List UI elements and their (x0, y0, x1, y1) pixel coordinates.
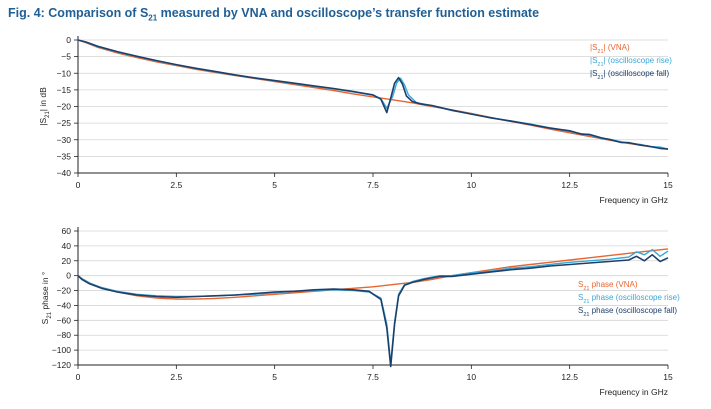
chart2-xtick-label: 10 (467, 372, 477, 382)
chart2-legend-sub: 21 (583, 299, 589, 305)
chart2-legend-sub: 21 (583, 312, 589, 318)
chart1-legend-sub: 21 (597, 49, 603, 55)
chart2-series-vna-line (77, 248, 669, 300)
chart1-ylabel-sub: 21 (45, 111, 51, 118)
chart2-legend-text: S (578, 306, 583, 315)
chart1-ytick-label: −5 (61, 52, 71, 62)
chart1-legend-sub: 21 (597, 62, 603, 68)
chart2-ytick-label: −40 (57, 300, 72, 310)
chart2-xtick-label: 15 (663, 372, 673, 382)
chart1-series-vna-line (77, 39, 669, 150)
chart2-ylabel-part: S (40, 318, 50, 324)
chart1-legend-rise: |S21| (oscilloscope rise) (590, 56, 672, 68)
chart2-ylabel-part: phase in ° (40, 272, 50, 312)
chart1-legend-text: | (VNA) (604, 43, 630, 52)
chart2-ytick-label: −80 (57, 330, 72, 340)
chart2-ytick-label: 40 (62, 241, 72, 251)
chart2-legend-text: S (578, 280, 583, 289)
chart1-legend-text: |S (590, 56, 597, 65)
chart2-legend-sub: 21 (583, 286, 589, 292)
title-suffix: measured by VNA and oscilloscope’s trans… (157, 6, 540, 20)
chart2-y-axis-label: S21 phase in ° (40, 272, 53, 325)
chart2-xtick-label: 7.5 (367, 372, 379, 382)
title-prefix: Fig. 4: Comparison of S (8, 6, 149, 20)
chart1-ytick-label: −15 (57, 85, 72, 95)
chart1-ylabel-part: |S (38, 118, 48, 126)
chart2-xtick-label: 12.5 (561, 372, 578, 382)
chart1-xtick-label: 10 (467, 180, 477, 190)
chart1-ytick-label: −20 (57, 102, 72, 112)
chart1-legend-text: | (oscilloscope rise) (604, 56, 673, 65)
chart2-x-axis-label: Frequency in GHz (600, 387, 669, 397)
chart1-y-axis-label: |S21| in dB (38, 87, 51, 126)
title-subscript: 21 (148, 13, 158, 23)
chart1-ytick-label: −30 (57, 135, 72, 145)
chart2-ytick-label: −60 (57, 315, 72, 325)
chart2-series-fall-line (77, 254, 669, 368)
chart1-legend-text: |S (590, 43, 597, 52)
chart1-x-axis-label: Frequency in GHz (600, 195, 669, 205)
chart2-ytick-label: −20 (57, 286, 72, 296)
chart1-ytick-label: −35 (57, 151, 72, 161)
chart2-xtick-label: 2.5 (170, 372, 182, 382)
chart2-legend-rise: S21 phase (oscilloscope rise) (578, 293, 680, 305)
chart2-ytick-label: 0 (66, 271, 71, 281)
chart2-ytick-label: −120 (52, 360, 71, 370)
chart1-xtick-label: 7.5 (367, 180, 379, 190)
chart1-ytick-label: −40 (57, 168, 72, 178)
chart2-group: 60 40 20 0 −20 −40 −60 −80 −100 −120 0 2.5 5 7.5 10 12.… (40, 226, 680, 397)
chart2-ytick-label: 60 (62, 226, 72, 236)
chart1-xtick-label: 0 (76, 180, 81, 190)
chart2-legend-vna: S21 phase (VNA) (578, 280, 638, 292)
figure-title: Fig. 4: Comparison of S21 measured by VN… (8, 6, 539, 23)
chart1-series-fall-line (77, 39, 669, 150)
chart1-ytick-label: −25 (57, 118, 72, 128)
chart2-legend-text: phase (VNA) (589, 280, 637, 289)
chart2-legend-fall: S21 phase (oscilloscope fall) (578, 306, 677, 318)
chart1-xtick-label: 12.5 (561, 180, 578, 190)
chart2-xtick-label: 5 (272, 372, 277, 382)
chart1-legend-text: |S (590, 69, 597, 78)
chart1-xtick-label: 2.5 (170, 180, 182, 190)
chart1-xtick-label: 15 (663, 180, 673, 190)
chart1-ytick-label: −10 (57, 68, 72, 78)
chart1-legend-fall: |S21| (oscilloscope fall) (590, 69, 670, 81)
chart1-legend-vna: |S21| (VNA) (590, 43, 630, 55)
chart1-legend-text: | (oscilloscope fall) (604, 69, 670, 78)
chart2-legend-text: S (578, 293, 583, 302)
chart2-ytick-label: −100 (52, 345, 71, 355)
chart1-ytick-label: 0 (66, 35, 71, 45)
chart2-ytick-label: 20 (62, 256, 72, 266)
chart1-group: 0 −5 −10 −15 −20 −25 −30 −35 −40 0 2.5 5 7.5 10 12.5 15… (38, 35, 673, 205)
chart1-xtick-label: 5 (272, 180, 277, 190)
chart2-legend-text: phase (oscilloscope fall) (589, 306, 677, 315)
chart1-ylabel-part: | in dB (38, 87, 48, 111)
chart2-xtick-label: 0 (76, 372, 81, 382)
chart2-legend-text: phase (oscilloscope rise) (589, 293, 680, 302)
chart2-ylabel-sub: 21 (47, 311, 53, 318)
chart1-legend-sub: 21 (597, 75, 603, 81)
